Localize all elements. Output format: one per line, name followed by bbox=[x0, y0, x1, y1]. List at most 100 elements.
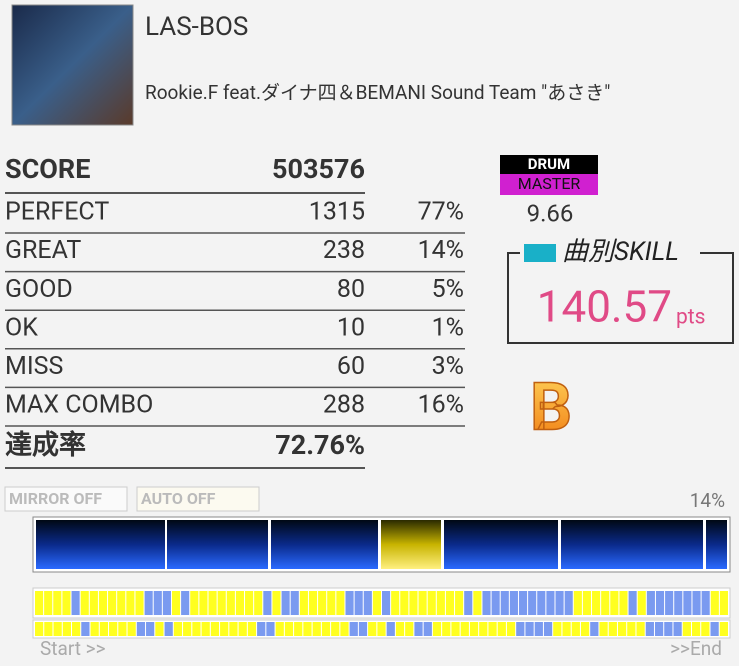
rank: B bbox=[530, 369, 572, 446]
note-cell bbox=[266, 622, 275, 636]
note-cell bbox=[464, 591, 473, 615]
score-label: SCORE bbox=[5, 153, 90, 185]
note-cell bbox=[245, 591, 254, 615]
note-cell bbox=[673, 622, 682, 636]
note-cell bbox=[53, 622, 62, 636]
note-cell bbox=[534, 622, 543, 636]
instrument-badge bbox=[500, 155, 598, 174]
note-cell bbox=[372, 591, 381, 615]
note-cell bbox=[281, 591, 290, 615]
note-cell bbox=[427, 591, 436, 615]
note-cell bbox=[497, 622, 506, 636]
note-cell bbox=[53, 591, 62, 615]
gauge-section bbox=[561, 520, 703, 569]
note-cell bbox=[201, 622, 210, 636]
achievement-label: 達成率 bbox=[5, 429, 86, 461]
note-cell bbox=[299, 591, 308, 615]
note-cell bbox=[363, 591, 372, 615]
start-label: Start >> bbox=[40, 637, 106, 660]
note-cell bbox=[284, 622, 294, 636]
row-percent: 77% bbox=[418, 198, 464, 227]
note-cell bbox=[257, 622, 266, 636]
note-cell bbox=[354, 591, 363, 615]
note-cell bbox=[506, 622, 516, 636]
row-percent: 14% bbox=[418, 236, 464, 265]
row-count: 238 bbox=[323, 236, 365, 265]
note-cell bbox=[171, 591, 181, 615]
gauge-section bbox=[706, 520, 727, 569]
note-cell bbox=[117, 591, 126, 615]
note-cell bbox=[90, 622, 99, 636]
note-cell bbox=[358, 622, 368, 636]
note-cell bbox=[710, 622, 719, 636]
row-count: 10 bbox=[337, 313, 365, 342]
note-cell bbox=[564, 591, 573, 615]
note-cell bbox=[692, 591, 701, 615]
note-cell bbox=[710, 591, 719, 615]
auto-toggle[interactable] bbox=[136, 486, 260, 512]
note-cell bbox=[153, 591, 162, 615]
note-cell bbox=[445, 591, 455, 615]
gauge-section bbox=[381, 520, 441, 569]
note-cell bbox=[674, 591, 683, 615]
note-cell bbox=[701, 591, 710, 615]
note-cell bbox=[546, 591, 555, 615]
skill-unit: pts bbox=[676, 306, 706, 330]
row-percent: 5% bbox=[432, 275, 464, 304]
note-cell bbox=[442, 622, 451, 636]
note-cell bbox=[263, 591, 272, 615]
gauge-section bbox=[36, 520, 165, 569]
note-cell bbox=[136, 622, 146, 636]
note-cell bbox=[469, 622, 479, 636]
song-artist: Rookie.F feat.ダイナ四＆BEMANI Sound Team "あさ… bbox=[145, 81, 610, 104]
note-cell bbox=[719, 622, 728, 636]
note-cell bbox=[235, 591, 245, 615]
note-cell bbox=[35, 622, 44, 636]
note-cell bbox=[199, 591, 208, 615]
note-cell bbox=[455, 591, 464, 615]
row-count: 80 bbox=[337, 275, 365, 304]
note-cell bbox=[155, 622, 164, 636]
note-cell bbox=[254, 591, 263, 615]
note-cell bbox=[99, 622, 109, 636]
note-cell bbox=[71, 591, 80, 615]
skill-label: 曲別SKILL bbox=[562, 237, 679, 267]
row-percent: 3% bbox=[432, 352, 464, 381]
note-cell bbox=[682, 622, 691, 636]
note-cell bbox=[62, 622, 72, 636]
note-cell bbox=[238, 622, 247, 636]
note-cell bbox=[118, 622, 127, 636]
note-cell bbox=[98, 591, 108, 615]
note-cell bbox=[418, 591, 427, 615]
note-cell bbox=[473, 591, 482, 615]
note-cell bbox=[627, 622, 636, 636]
note-cell bbox=[217, 591, 226, 615]
note-cell bbox=[582, 591, 592, 615]
mirror-label: MIRROR OFF bbox=[9, 489, 102, 508]
note-cell bbox=[89, 591, 98, 615]
note-cell bbox=[308, 591, 318, 615]
score: 503576 bbox=[272, 153, 365, 185]
note-cell bbox=[336, 591, 345, 615]
note-cell bbox=[391, 591, 400, 615]
note-cell bbox=[562, 622, 571, 636]
note-cell bbox=[553, 622, 562, 636]
note-cell bbox=[62, 591, 71, 615]
note-cell bbox=[646, 591, 655, 615]
achievement: 72.76% bbox=[275, 429, 365, 461]
note-cell bbox=[405, 622, 414, 636]
note-cell bbox=[436, 591, 445, 615]
note-cell bbox=[537, 591, 546, 615]
note-cell bbox=[44, 591, 53, 615]
note-cell bbox=[382, 591, 391, 615]
mirror-toggle[interactable] bbox=[4, 486, 128, 512]
note-cell bbox=[636, 622, 645, 636]
row-label: GREAT bbox=[5, 236, 81, 265]
note-cell bbox=[290, 591, 299, 615]
gauge-section bbox=[271, 520, 378, 569]
note-cell bbox=[126, 591, 135, 615]
note-cell bbox=[543, 622, 553, 636]
row-count: 60 bbox=[337, 352, 365, 381]
row-percent: 1% bbox=[432, 313, 464, 342]
